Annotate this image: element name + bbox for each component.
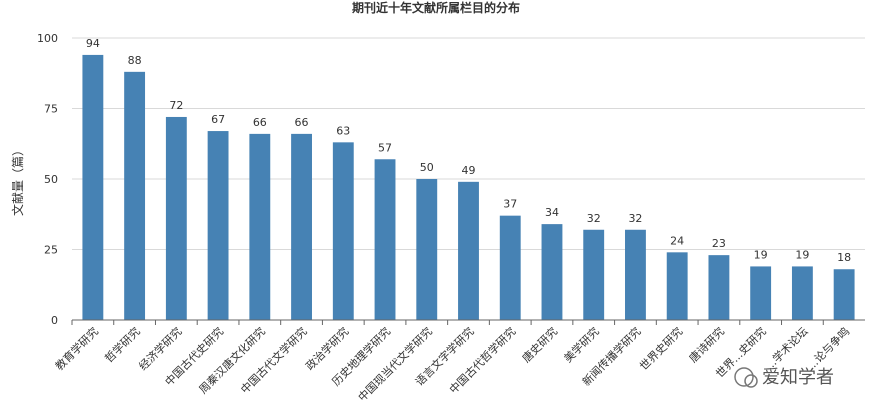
bar: [165, 116, 187, 321]
data-label: 32: [628, 212, 642, 225]
bar: [583, 229, 605, 320]
data-label: 24: [670, 234, 684, 247]
y-tick-label: 50: [44, 173, 58, 186]
y-tick-label: 0: [51, 314, 58, 327]
data-label: 34: [545, 206, 559, 219]
bar: [541, 224, 563, 320]
watermark-text: 爱知学者: [762, 367, 834, 388]
bar: [458, 181, 479, 320]
data-label: 50: [420, 161, 434, 174]
data-label: 18: [837, 251, 851, 264]
bar: [791, 266, 813, 320]
data-label: 23: [712, 237, 726, 250]
data-label: 19: [754, 248, 768, 261]
data-label: 32: [587, 212, 601, 225]
bar: [750, 266, 772, 320]
data-labels: 94 88 72 67 66 66 63 57 50 49 37 34 32 32 24 23 19 19 18: [86, 37, 851, 264]
data-label: 37: [503, 198, 517, 211]
x-tick-label: 唐诗研究: [686, 324, 727, 365]
wechat-icon: [734, 367, 754, 387]
x-tick-label: ...论与争鸣: [804, 324, 852, 372]
data-label: 72: [169, 99, 183, 112]
bar: [666, 252, 688, 320]
data-label: 19: [795, 248, 809, 261]
y-axis-label: 文献量（篇）: [10, 144, 25, 216]
y-tick-label: 100: [37, 32, 58, 45]
data-label: 49: [462, 164, 476, 177]
watermark: 爱知学者: [734, 367, 834, 388]
chart-title: 期刊近十年文献所属栏目的分布: [352, 0, 520, 15]
bars: [82, 54, 855, 321]
x-tick-label: 美学研究: [561, 324, 602, 365]
bar: [374, 159, 396, 320]
x-tick-labels: 教育学研究 哲学研究经济学研究中国古代史研究周秦汉唐文化研究中国古代文学研究政治学…: [52, 320, 852, 404]
x-tick-label: 中国现当代文学研究: [355, 324, 435, 404]
y-tick-label: 75: [44, 103, 58, 116]
data-label: 88: [128, 54, 142, 67]
x-tick-label: 世界史研究: [637, 324, 686, 373]
x-tick-label: 教育学研究: [52, 324, 101, 373]
bar: [124, 71, 146, 320]
bar: [207, 131, 229, 320]
data-label: 66: [253, 116, 267, 129]
bar: [249, 133, 271, 320]
bar: [291, 133, 312, 320]
x-tick-label: ...学术论坛: [762, 324, 810, 372]
data-label: 67: [211, 113, 225, 126]
wechat-icon-inner: [744, 374, 758, 388]
y-tick-label: 25: [44, 244, 58, 257]
x-tick-label: 哲学研究: [102, 324, 143, 365]
data-label: 94: [86, 37, 100, 50]
bar: [416, 179, 438, 320]
bar: [708, 255, 730, 320]
bar: [499, 215, 521, 320]
bar: [332, 142, 354, 320]
y-tick-labels: 0 25 50 75 100: [37, 32, 58, 327]
bar: [833, 269, 855, 320]
bar: [625, 229, 646, 320]
bar: [82, 54, 104, 321]
data-label: 63: [336, 124, 350, 137]
x-tick-label: 唐史研究: [519, 324, 560, 365]
data-label: 66: [295, 116, 309, 129]
data-label: 57: [378, 141, 392, 154]
